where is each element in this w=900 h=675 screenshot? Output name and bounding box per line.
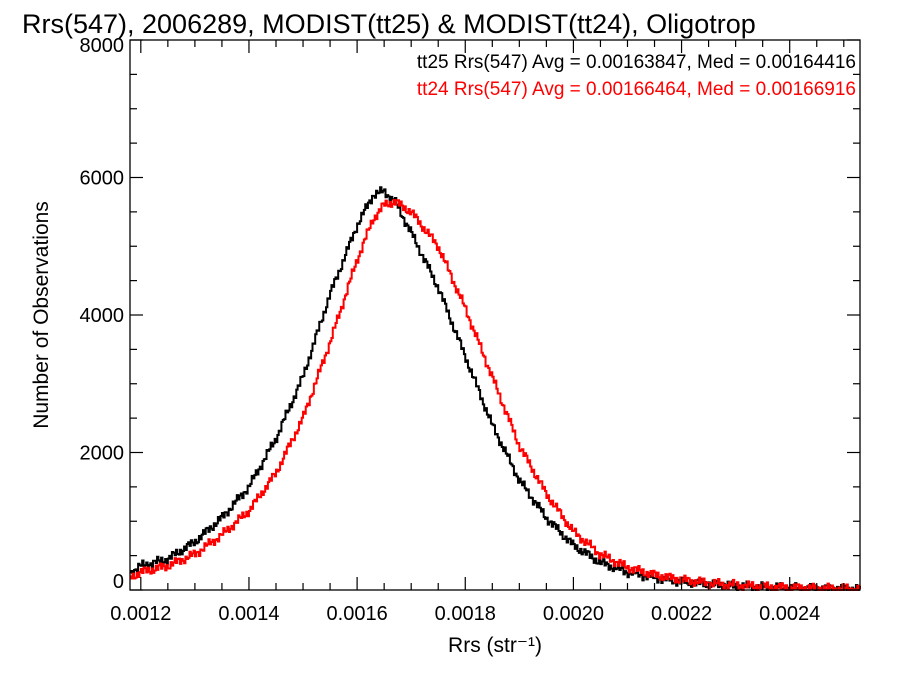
chart-title: Rrs(547), 2006289, MODIST(tt25) & MODIST… — [22, 9, 756, 39]
plot-frame — [129, 39, 861, 591]
y-tick-label: 2000 — [80, 443, 125, 465]
y-axis-label: Number of Observations — [30, 201, 53, 429]
x-axis: 0.0012 0.0014 0.0016 0.0018 0.0020 0.0022 0.00… — [110, 40, 845, 625]
legend: tt25 Rrs(547) Avg = 0.00163847, Med = 0.… — [417, 52, 856, 100]
series-group — [130, 186, 861, 591]
x-tick-label: 0.0024 — [759, 603, 820, 625]
y-tick-label: 8000 — [80, 35, 125, 57]
legend-entry-tt25: tt25 Rrs(547) Avg = 0.00163847, Med = 0.… — [417, 52, 856, 73]
x-axis-label: Rrs (str⁻¹) — [448, 634, 542, 657]
x-tick-label: 0.0018 — [435, 603, 496, 625]
x-tick-label: 0.0020 — [543, 603, 604, 625]
series-line-tt24 — [130, 198, 861, 591]
legend-entry-tt24: tt24 Rrs(547) Avg = 0.00166464, Med = 0.… — [417, 79, 856, 100]
x-tick-label: 0.0016 — [327, 603, 388, 625]
y-tick-label: 4000 — [80, 305, 125, 327]
y-axis: 0 2000 4000 6000 8000 — [80, 35, 860, 593]
x-tick-label: 0.0012 — [110, 603, 171, 625]
y-tick-label: 0 — [113, 571, 124, 593]
x-tick-label: 0.0014 — [218, 603, 279, 625]
x-tick-label: 0.0022 — [651, 603, 712, 625]
series-line-tt25 — [130, 186, 861, 591]
y-tick-label: 6000 — [80, 168, 125, 190]
